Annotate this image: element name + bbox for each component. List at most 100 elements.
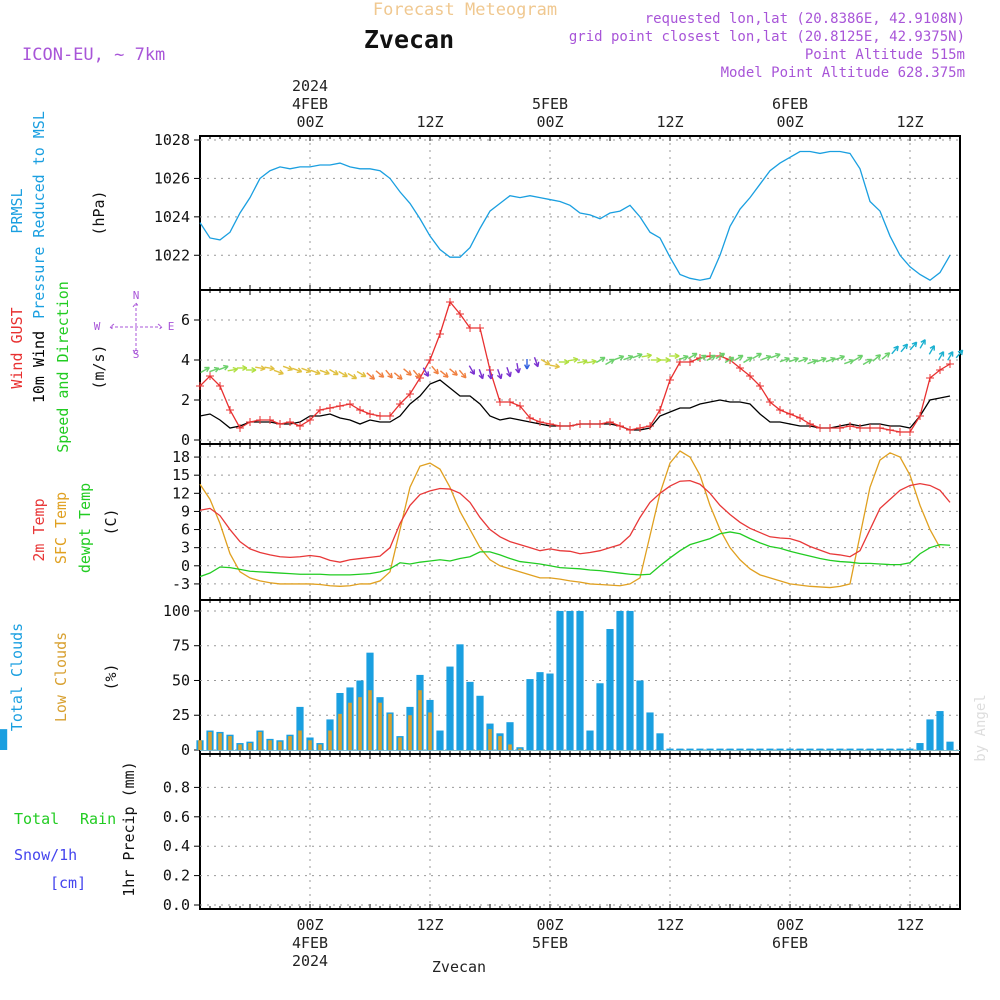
wind-arrow-head xyxy=(506,371,512,378)
wind-arrow-head xyxy=(599,356,606,363)
gust-marker xyxy=(346,400,354,408)
wind-arrow-head xyxy=(866,358,873,365)
wind-arrow-head xyxy=(765,354,772,361)
gust-marker xyxy=(506,398,514,406)
wind-arrow-head xyxy=(487,373,494,380)
gust-marker xyxy=(606,418,614,426)
wind-arrow xyxy=(947,351,954,361)
time-tick-label: 5FEB xyxy=(532,95,568,113)
low-cloud-bar xyxy=(198,740,202,750)
wind-arrow xyxy=(788,357,799,363)
total-cloud-bar xyxy=(716,748,724,750)
wind-arrow xyxy=(872,354,881,362)
wind10m-line xyxy=(199,379,951,431)
wind-arrow xyxy=(366,372,375,380)
wind-arrow xyxy=(623,355,634,361)
y-tick-label: 0 xyxy=(181,741,190,759)
wind-arrow xyxy=(687,352,698,360)
gust-marker xyxy=(246,418,254,426)
total-cloud-bar xyxy=(726,748,734,750)
low-cloud-bar xyxy=(358,697,362,750)
low-cloud-bar xyxy=(208,731,212,750)
wind-arrow-head xyxy=(784,356,790,363)
wind-arrow xyxy=(834,355,845,361)
total-cloud-bar xyxy=(606,629,614,750)
gust-marker xyxy=(376,412,384,420)
wind-arrow-head xyxy=(848,358,855,365)
wind-arrow-head xyxy=(747,356,753,363)
total-cloud-bar xyxy=(0,729,8,750)
total-cloud-bar xyxy=(536,672,544,750)
wind-arrow-head xyxy=(701,354,707,361)
time-tick-label: 12Z xyxy=(656,113,683,131)
total-cloud-bar xyxy=(696,748,704,750)
wind-arrow-head xyxy=(223,364,229,371)
panel-side-label: SFC Temp xyxy=(52,492,70,564)
compass-w: W xyxy=(94,320,101,333)
time-tick-label: 00Z xyxy=(296,916,323,934)
low-cloud-bar xyxy=(258,731,262,750)
precip-legend-unit: [cm] xyxy=(50,874,86,892)
total-cloud-bar xyxy=(796,748,804,750)
wind-arrow xyxy=(862,358,873,366)
model-altitude: Model Point Altitude 628.375m xyxy=(721,65,965,81)
wind-arrow xyxy=(567,358,579,362)
wind-arrow xyxy=(706,354,716,362)
total-cloud-bar xyxy=(826,748,834,750)
low-cloud-bar xyxy=(298,730,302,750)
time-tick-label: 00Z xyxy=(296,113,323,131)
gust-marker xyxy=(306,416,314,424)
wind-arrow xyxy=(458,369,467,379)
credit-label: by Angel xyxy=(973,694,989,761)
y-tick-label: 0.0 xyxy=(163,896,190,914)
wind-arrow xyxy=(844,359,854,365)
gust-marker xyxy=(536,418,544,426)
wind-arrow xyxy=(200,366,210,374)
y-tick-label: 50 xyxy=(172,671,190,689)
gust-marker xyxy=(586,420,594,428)
wind-arrow-head xyxy=(242,364,248,372)
wind-arrow-head xyxy=(637,352,643,359)
wind-arrow xyxy=(393,372,403,380)
wind-arrow-head xyxy=(591,358,597,365)
gust-marker xyxy=(626,426,634,434)
wind-arrow-head xyxy=(378,372,385,378)
total-cloud-bar xyxy=(666,748,674,750)
gust-marker xyxy=(596,420,604,428)
wind-arrow-head xyxy=(737,354,744,361)
footer-location: Zvecan xyxy=(432,958,486,976)
total-cloud-bar xyxy=(616,610,624,750)
low-cloud-bar xyxy=(428,712,432,750)
wind-arrow-head xyxy=(920,339,926,345)
wind-arrow xyxy=(449,368,458,376)
wind-arrow-head xyxy=(821,356,827,363)
wind-arrow xyxy=(412,369,421,379)
wind-arrow-head xyxy=(674,352,680,360)
gridpoint-coords: grid point closest lon,lat (20.8125E, 42… xyxy=(569,29,965,45)
y-tick-label: 2 xyxy=(181,391,190,409)
wind-arrow-head xyxy=(618,354,625,361)
wind-arrow xyxy=(255,366,266,370)
gust-marker xyxy=(616,422,624,430)
wind-arrow xyxy=(218,365,229,371)
low-cloud-bar xyxy=(498,736,502,750)
panel-side-label: 10m Wind xyxy=(30,331,48,403)
y-tick-label: 0.6 xyxy=(163,808,190,826)
wind-arrow xyxy=(779,357,790,363)
wind-arrow xyxy=(356,370,367,378)
compass-e: E xyxy=(168,320,175,333)
total-cloud-bar xyxy=(676,748,684,750)
y-tick-label: 0.8 xyxy=(163,778,190,796)
precip-legend-snow: Snow/1h xyxy=(14,846,77,864)
gust-marker xyxy=(746,372,754,380)
chart-panels: 1022 1024 1026 1028 PRMSL Pressure Reduced to… xyxy=(0,111,964,914)
panel-frame xyxy=(199,753,961,910)
wind-arrow-head xyxy=(902,343,909,350)
wind-arrow-head xyxy=(646,352,652,359)
wind-arrow-head xyxy=(414,372,421,379)
low-cloud-bar xyxy=(278,741,282,750)
gust-marker xyxy=(736,364,744,372)
wind-arrow xyxy=(909,341,918,351)
gust-marker xyxy=(406,390,414,398)
